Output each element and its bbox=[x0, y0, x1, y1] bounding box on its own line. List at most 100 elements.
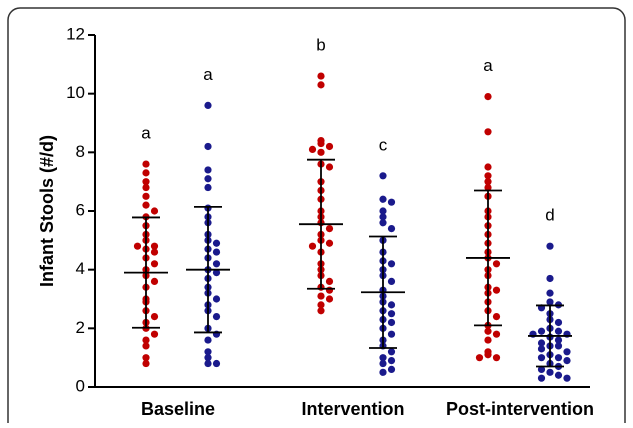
data-point bbox=[387, 318, 396, 327]
data-point bbox=[204, 101, 212, 109]
data-point bbox=[142, 160, 150, 168]
data-point bbox=[150, 242, 159, 250]
data-point bbox=[142, 359, 150, 368]
data-point bbox=[212, 359, 221, 368]
data-point bbox=[484, 336, 492, 344]
data-point bbox=[492, 330, 501, 338]
data-point bbox=[204, 336, 212, 344]
data-point bbox=[142, 201, 150, 209]
data-point bbox=[150, 330, 159, 338]
group-letter: b bbox=[316, 36, 325, 55]
data-point bbox=[317, 72, 325, 80]
data-point bbox=[204, 183, 212, 192]
data-point bbox=[492, 354, 501, 362]
data-point bbox=[142, 336, 150, 344]
data-point bbox=[554, 336, 563, 344]
data-point bbox=[484, 183, 492, 192]
data-point bbox=[379, 195, 387, 203]
y-tick-label: 4 bbox=[76, 259, 85, 278]
data-point bbox=[546, 298, 554, 306]
data-point bbox=[554, 318, 563, 327]
data-point bbox=[484, 128, 492, 136]
data-point bbox=[387, 330, 396, 338]
data-point bbox=[537, 374, 546, 382]
data-point bbox=[563, 357, 571, 365]
group-letter: c bbox=[379, 135, 388, 154]
data-point bbox=[212, 239, 221, 247]
data-point bbox=[150, 260, 159, 268]
data-point bbox=[387, 225, 396, 233]
data-point bbox=[387, 310, 396, 318]
y-axis-label: Infant Stools (#/d) bbox=[37, 135, 57, 287]
group-letter: a bbox=[483, 56, 493, 75]
data-point bbox=[484, 178, 492, 186]
data-point bbox=[484, 172, 492, 180]
data-point bbox=[212, 295, 221, 303]
data-point bbox=[317, 292, 325, 300]
data-point bbox=[492, 313, 501, 321]
data-point bbox=[150, 207, 159, 215]
data-point bbox=[142, 178, 150, 186]
data-point bbox=[142, 183, 150, 192]
data-point bbox=[317, 81, 325, 89]
data-point bbox=[379, 359, 387, 368]
data-point bbox=[537, 354, 546, 362]
data-point bbox=[308, 145, 317, 153]
data-point bbox=[484, 163, 492, 171]
data-point bbox=[325, 295, 334, 303]
data-point bbox=[317, 301, 325, 309]
data-point bbox=[554, 354, 563, 362]
data-point bbox=[142, 354, 150, 362]
data-point bbox=[325, 142, 334, 151]
data-point bbox=[379, 213, 387, 221]
data-point bbox=[537, 345, 546, 353]
data-point bbox=[537, 365, 546, 373]
group-letter: a bbox=[141, 124, 151, 143]
data-point bbox=[212, 269, 221, 277]
data-point bbox=[554, 371, 563, 379]
group-letter: a bbox=[203, 65, 213, 84]
y-tick-label: 8 bbox=[76, 142, 85, 161]
data-point bbox=[204, 348, 212, 356]
data-point bbox=[150, 248, 159, 256]
data-point bbox=[546, 242, 554, 250]
data-point bbox=[325, 225, 334, 233]
data-point bbox=[212, 248, 221, 256]
data-point bbox=[554, 327, 563, 335]
data-point bbox=[204, 166, 212, 174]
data-point bbox=[387, 198, 396, 206]
data-point bbox=[387, 365, 396, 373]
data-point bbox=[379, 172, 387, 180]
data-point bbox=[212, 313, 221, 321]
data-point bbox=[546, 368, 554, 376]
data-point bbox=[204, 354, 212, 362]
data-point bbox=[387, 277, 396, 285]
x-tick-label: Post-intervention bbox=[446, 399, 594, 419]
data-point bbox=[317, 307, 325, 315]
data-point bbox=[537, 339, 546, 347]
data-point bbox=[325, 277, 334, 285]
data-point bbox=[142, 192, 150, 200]
data-point bbox=[554, 342, 563, 350]
data-point bbox=[150, 313, 159, 321]
data-point bbox=[204, 142, 212, 151]
data-point bbox=[142, 342, 150, 350]
frame bbox=[7, 7, 626, 428]
data-point bbox=[317, 148, 325, 156]
data-point bbox=[150, 277, 159, 285]
data-point bbox=[563, 374, 571, 382]
data-point bbox=[379, 354, 387, 362]
data-point bbox=[379, 368, 387, 376]
data-point bbox=[379, 219, 387, 227]
data-point bbox=[537, 327, 546, 335]
data-point bbox=[563, 348, 571, 356]
data-point bbox=[325, 286, 334, 294]
x-tick-label: Baseline bbox=[141, 399, 215, 419]
data-point bbox=[204, 175, 212, 183]
data-point bbox=[387, 260, 396, 268]
data-point bbox=[325, 163, 334, 171]
data-point bbox=[387, 357, 396, 365]
data-point bbox=[484, 93, 492, 101]
data-point bbox=[142, 169, 150, 177]
